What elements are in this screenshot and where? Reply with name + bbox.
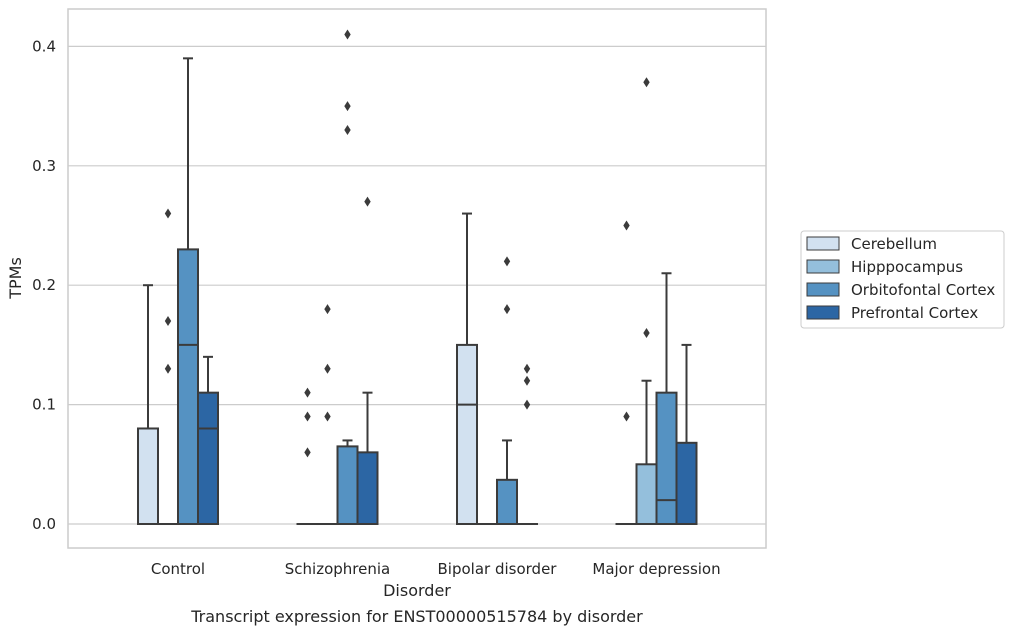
box-body: [456, 343, 478, 525]
x-tick-label: Major depression: [592, 560, 720, 578]
y-tick-label: 0.4: [32, 37, 56, 55]
box-orbitofontal-cortex: [655, 272, 678, 525]
box-body: [655, 391, 678, 525]
x-tick-label: Bipolar disorder: [438, 560, 558, 578]
outlier-point: [523, 399, 531, 410]
x-tick-label: Control: [151, 560, 205, 578]
outlier-point: [643, 327, 650, 338]
outlier-point: [344, 101, 351, 112]
box-body: [177, 248, 199, 525]
box-body: [336, 445, 359, 526]
legend-swatch: [806, 236, 840, 251]
outlier-layer: [164, 29, 650, 458]
outlier-point: [344, 124, 351, 135]
box-body: [356, 451, 379, 525]
box-orbitofontal-cortex: [496, 439, 518, 525]
outlier-point: [164, 208, 172, 219]
outlier-point: [304, 411, 311, 422]
box-prefrontal-cortex: [675, 343, 698, 526]
box-layer: [137, 57, 698, 526]
outlier-point: [344, 29, 351, 40]
outlier-point: [643, 77, 650, 88]
box-body: [137, 427, 159, 526]
outlier-point: [304, 447, 311, 458]
outlier-point: [523, 375, 531, 386]
legend-label: Orbitofontal Cortex: [851, 281, 995, 299]
legend-label: Prefrontal Cortex: [851, 304, 978, 322]
box-body: [496, 478, 518, 525]
outlier-point: [324, 363, 331, 374]
outlier-point: [623, 411, 630, 422]
y-tick-label: 0.1: [32, 396, 56, 414]
y-tick-label: 0.3: [32, 157, 56, 175]
legend-swatch: [806, 282, 840, 297]
outlier-point: [324, 304, 331, 315]
box-orbitofontal-cortex: [336, 439, 359, 526]
y-tick-label: 0.2: [32, 276, 56, 294]
outlier-point: [623, 220, 630, 231]
outlier-point: [324, 411, 331, 422]
figure-caption: Transcript expression for ENST0000051578…: [190, 607, 643, 626]
x-axis-label: Disorder: [383, 581, 451, 600]
y-axis-label: TPMs: [6, 257, 25, 300]
box-body: [675, 441, 698, 526]
plot-frame: [67, 8, 767, 549]
y-axis-ticks: 0.0 0.1 0.2 0.3 0.4: [32, 37, 56, 533]
box-hipppocampus: [635, 379, 658, 525]
legend: Cerebellum Hipppocampus Orbitofontal Corte…: [800, 230, 1005, 329]
outlier-point: [503, 304, 511, 315]
box-orbitofontal-cortex: [177, 57, 199, 525]
outlier-point: [304, 387, 311, 398]
outlier-point: [364, 196, 371, 207]
x-axis-ticks: Control Schizophrenia Bipolar disorder Majo…: [151, 560, 721, 578]
outlier-point: [164, 363, 172, 374]
outlier-point: [164, 316, 172, 327]
legend-frame: [800, 230, 1005, 329]
outlier-point: [503, 256, 511, 267]
box-cerebellum: [456, 212, 478, 525]
legend-swatch: [806, 305, 840, 320]
legend-swatch: [806, 259, 840, 274]
box-prefrontal-cortex: [356, 391, 379, 525]
box-prefrontal-cortex: [197, 355, 219, 525]
box-body: [197, 391, 219, 525]
legend-label: Cerebellum: [851, 235, 937, 253]
x-tick-label: Schizophrenia: [285, 560, 390, 578]
legend-label: Hipppocampus: [851, 258, 963, 276]
box-cerebellum: [137, 284, 159, 526]
y-tick-label: 0.0: [32, 515, 56, 533]
box-body: [635, 463, 658, 525]
outlier-point: [523, 363, 531, 374]
